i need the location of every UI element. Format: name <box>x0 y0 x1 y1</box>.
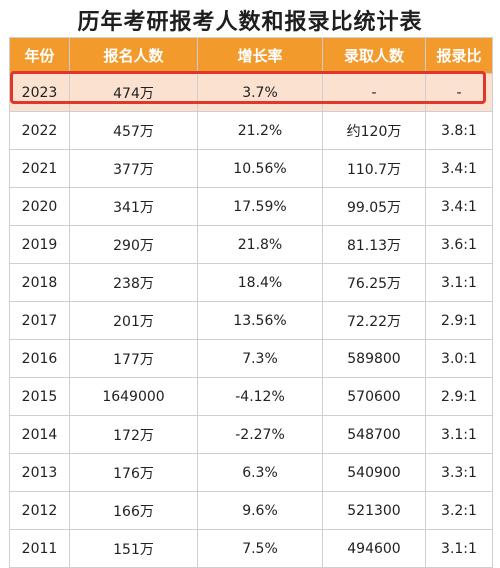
year-cell: 2017 <box>10 302 70 339</box>
admitted-cell: 81.13万 <box>323 226 426 263</box>
admitted-cell: 570600 <box>323 378 426 415</box>
year-cell: 2022 <box>10 112 70 149</box>
growth-rate-cell: 21.2% <box>198 112 323 149</box>
ratio-cell: 3.3:1 <box>441 464 477 481</box>
ratio-cell: 2.9:1 <box>441 312 477 329</box>
table-row: 2012 166万 9.6% 521300 3.2:1 <box>10 492 492 530</box>
stats-table: 年份 报名人数 增长率 录取人数 报录比 2023 474万 3.7% - -2022 4… <box>9 37 493 568</box>
table-row: 2014 172万 -2.27% 548700 3.1:1 <box>10 416 492 454</box>
ratio-cell: 3.2:1 <box>441 502 477 519</box>
ratio-cell: 3.4:1 <box>441 160 477 177</box>
ratio-cell: 3.4:1 <box>441 198 477 215</box>
year-cell: 2012 <box>10 492 70 529</box>
applicants-cell: 238万 <box>70 264 198 301</box>
year-cell: 2018 <box>10 264 70 301</box>
ratio-cell: 3.1:1 <box>441 426 477 443</box>
admitted-cell: 540900 <box>323 454 426 491</box>
year-cell: 2023 <box>10 74 70 111</box>
ratio-cell: - <box>456 84 462 101</box>
table-row: 2019 290万 21.8% 81.13万 3.6:1 <box>10 226 492 264</box>
admitted-cell: 521300 <box>323 492 426 529</box>
admitted-cell: 99.05万 <box>323 188 426 225</box>
admitted-cell: 约120万 <box>323 112 426 149</box>
table-row: 2017 201万 13.56% 72.22万 2.9:1 <box>10 302 492 340</box>
growth-rate-cell: -4.12% <box>198 378 323 415</box>
growth-rate-cell: 21.8% <box>198 226 323 263</box>
applicants-cell: 177万 <box>70 340 198 377</box>
table-row: 2011 151万 7.5% 494600 3.1:1 <box>10 530 492 568</box>
applicants-cell: 172万 <box>70 416 198 453</box>
applicants-cell: 151万 <box>70 530 198 567</box>
applicants-cell: 457万 <box>70 112 198 149</box>
header-growth-rate: 增长率 <box>198 38 323 73</box>
applicants-cell: 201万 <box>70 302 198 339</box>
ratio-cell: 3.1:1 <box>441 274 477 291</box>
applicants-cell: 166万 <box>70 492 198 529</box>
table-row: 2023 474万 3.7% - - <box>10 74 492 112</box>
table-header-row: 年份 报名人数 增长率 录取人数 报录比 <box>10 38 492 74</box>
table-row: 2022 457万 21.2% 约120万 3.8:1 <box>10 112 492 150</box>
table-row: 2013 176万 6.3% 540900 3.3:1 <box>10 454 492 492</box>
table-row: 2015 1649000 -4.12% 570600 2.9:1 <box>10 378 492 416</box>
growth-rate-cell: 17.59% <box>198 188 323 225</box>
growth-rate-cell: 3.7% <box>198 74 323 111</box>
ratio-cell: 2.9:1 <box>441 388 477 405</box>
growth-rate-cell: 7.3% <box>198 340 323 377</box>
growth-rate-cell: 13.56% <box>198 302 323 339</box>
table-row: 2016 177万 7.3% 589800 3.0:1 <box>10 340 492 378</box>
admitted-cell: 72.22万 <box>323 302 426 339</box>
applicants-cell: 341万 <box>70 188 198 225</box>
header-admitted: 录取人数 <box>323 38 426 73</box>
applicants-cell: 1649000 <box>70 378 198 415</box>
table-row: 2018 238万 18.4% 76.25万 3.1:1 <box>10 264 492 302</box>
ratio-cell: 3.1:1 <box>441 540 477 557</box>
applicants-cell: 474万 <box>70 74 198 111</box>
year-cell: 2011 <box>10 530 70 567</box>
admitted-cell: 110.7万 <box>323 150 426 187</box>
table-row: 2020 341万 17.59% 99.05万 3.4:1 <box>10 188 492 226</box>
year-cell: 2014 <box>10 416 70 453</box>
year-cell: 2021 <box>10 150 70 187</box>
growth-rate-cell: 18.4% <box>198 264 323 301</box>
table-row: 2021 377万 10.56% 110.7万 3.4:1 <box>10 150 492 188</box>
table-body: 2023 474万 3.7% - -2022 457万 21.2% 约120万 3.8:1 202… <box>10 74 492 568</box>
year-cell: 2016 <box>10 340 70 377</box>
header-ratio: 报录比 <box>436 47 482 65</box>
ratio-cell: 3.6:1 <box>441 236 477 253</box>
growth-rate-cell: -2.27% <box>198 416 323 453</box>
growth-rate-cell: 10.56% <box>198 150 323 187</box>
header-year: 年份 <box>10 38 70 73</box>
growth-rate-cell: 9.6% <box>198 492 323 529</box>
year-cell: 2019 <box>10 226 70 263</box>
year-cell: 2020 <box>10 188 70 225</box>
year-cell: 2013 <box>10 454 70 491</box>
growth-rate-cell: 6.3% <box>198 454 323 491</box>
page-title: 历年考研报考人数和报录比统计表 <box>77 9 423 35</box>
applicants-cell: 377万 <box>70 150 198 187</box>
ratio-cell: 3.0:1 <box>441 350 477 367</box>
applicants-cell: 290万 <box>70 226 198 263</box>
admitted-cell: 589800 <box>323 340 426 377</box>
admitted-cell: 548700 <box>323 416 426 453</box>
admitted-cell: 76.25万 <box>323 264 426 301</box>
header-applicants: 报名人数 <box>70 38 198 73</box>
year-cell: 2015 <box>10 378 70 415</box>
admitted-cell: 494600 <box>323 530 426 567</box>
applicants-cell: 176万 <box>70 454 198 491</box>
ratio-cell: 3.8:1 <box>441 122 477 139</box>
growth-rate-cell: 7.5% <box>198 530 323 567</box>
admitted-cell: - <box>323 74 426 111</box>
